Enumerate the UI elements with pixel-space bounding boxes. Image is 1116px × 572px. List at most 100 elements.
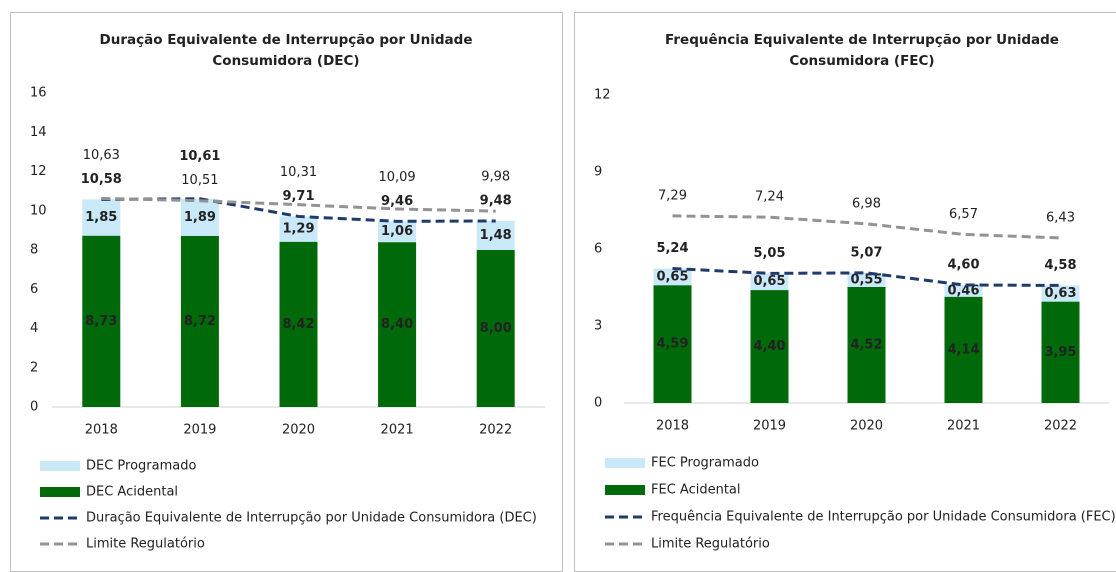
- line-value-label: 6,57: [949, 207, 978, 222]
- y-tick-label: 16: [30, 86, 47, 101]
- bar: [378, 221, 417, 243]
- bar-value-label: 0,65: [656, 269, 688, 284]
- bar: [279, 241, 318, 407]
- legend-swatch: [40, 461, 80, 471]
- bar-value-label: 0,65: [753, 274, 785, 289]
- bar-value-label: 0,55: [850, 272, 882, 287]
- bar: [378, 242, 417, 407]
- bar-value-label: 0,46: [947, 283, 979, 298]
- chart-title: Duração Equivalente de Interrupção por U…: [99, 32, 473, 69]
- legend-label: Limite Regulatório: [651, 537, 770, 552]
- bar-value-label: 8,42: [282, 317, 314, 332]
- y-tick-label: 12: [594, 88, 611, 103]
- x-tick-label: 2018: [656, 419, 689, 434]
- line-value-label: 5,05: [753, 246, 785, 261]
- line-value-label: 5,24: [656, 241, 688, 256]
- bar: [944, 296, 983, 403]
- y-tick-label: 3: [594, 319, 602, 334]
- bar-value-label: 8,00: [480, 321, 512, 336]
- line-value-label: 9,48: [480, 193, 512, 208]
- line-value-label: 4,60: [947, 257, 979, 272]
- bar: [180, 235, 219, 407]
- line-value-label: 10,58: [81, 172, 122, 187]
- bar-value-label: 1,85: [85, 210, 117, 225]
- x-tick-label: 2019: [753, 419, 786, 434]
- bar: [944, 284, 983, 297]
- legend-label: Limite Regulatório: [86, 537, 205, 552]
- bar-value-label: 8,72: [184, 314, 216, 329]
- y-tick-label: 6: [594, 242, 602, 257]
- line: [101, 197, 496, 223]
- line-value-label: 10,31: [280, 165, 317, 180]
- legend-label: Frequência Equivalente de Interrupção po…: [651, 510, 1116, 525]
- legend-swatch: [605, 485, 645, 495]
- bar: [750, 273, 789, 291]
- legend-label: FEC Programado: [651, 456, 759, 471]
- y-tick-label: 10: [30, 203, 47, 218]
- line: [672, 214, 1061, 240]
- bar-value-label: 1,06: [381, 224, 413, 239]
- line-value-label: 6,98: [852, 196, 881, 211]
- bar-value-label: 8,40: [381, 317, 413, 332]
- line: [101, 196, 496, 213]
- bar: [847, 272, 886, 287]
- page: Duração Equivalente de Interrupção por U…: [10, 12, 1116, 572]
- y-tick-label: 6: [30, 282, 38, 297]
- line-value-label: 9,98: [481, 169, 510, 184]
- legend-swatch: [40, 487, 80, 497]
- bar: [82, 235, 121, 407]
- bar: [180, 198, 219, 236]
- bar: [1041, 301, 1080, 403]
- bar: [82, 199, 121, 236]
- line-value-label: 7,29: [658, 188, 687, 203]
- bar-value-label: 4,52: [850, 337, 882, 352]
- y-tick-label: 0: [30, 400, 38, 415]
- line-value-label: 10,61: [179, 149, 220, 164]
- bar: [847, 286, 886, 403]
- line-value-label: 9,71: [282, 189, 314, 204]
- bar: [476, 220, 515, 250]
- line-value-label: 10,09: [378, 170, 415, 185]
- line-value-label: 10,51: [181, 173, 218, 188]
- line-value-label: 4,58: [1044, 258, 1076, 273]
- chart-title: Frequência Equivalente de Interrupção po…: [665, 32, 1059, 69]
- y-tick-label: 0: [594, 396, 602, 411]
- bar-value-label: 3,95: [1044, 345, 1076, 360]
- bar-value-label: 1,48: [480, 228, 512, 243]
- legend-label: FEC Acidental: [651, 483, 741, 498]
- bar-value-label: 4,40: [753, 339, 785, 354]
- legend-swatch: [605, 458, 645, 468]
- bar-value-label: 4,59: [656, 337, 688, 352]
- bar: [750, 290, 789, 403]
- bar: [1041, 285, 1080, 302]
- line-value-label: 5,07: [850, 245, 882, 260]
- bar: [476, 250, 515, 407]
- bar: [279, 216, 318, 242]
- line-value-label: 6,43: [1046, 210, 1075, 225]
- x-tick-label: 2019: [183, 423, 216, 438]
- y-tick-label: 8: [30, 243, 38, 258]
- line-value-label: 10,63: [83, 148, 120, 163]
- x-tick-label: 2021: [947, 419, 980, 434]
- y-tick-label: 14: [30, 125, 47, 140]
- line-value-label: 9,46: [381, 194, 413, 209]
- y-tick-label: 12: [30, 164, 47, 179]
- x-tick-label: 2020: [850, 419, 883, 434]
- x-tick-label: 2018: [85, 423, 118, 438]
- bar-value-label: 1,89: [184, 210, 216, 225]
- y-tick-label: 2: [30, 360, 38, 375]
- x-tick-label: 2021: [381, 423, 414, 438]
- line: [672, 267, 1061, 287]
- bar: [653, 268, 692, 286]
- bar: [653, 285, 692, 403]
- y-tick-label: 9: [594, 165, 602, 180]
- bar-value-label: 8,73: [85, 314, 117, 329]
- line-value-label: 7,24: [755, 190, 784, 205]
- charts: 0 2 4 6 8 10 12 14 16 2018 2019 2020 2021 2022 8,73 1,8…: [30, 86, 1116, 552]
- legend-label: DEC Programado: [86, 459, 197, 474]
- legend-label: DEC Acidental: [86, 485, 178, 500]
- bar-value-label: 4,14: [947, 342, 979, 357]
- bar-value-label: 1,29: [282, 222, 314, 237]
- x-tick-label: 2022: [479, 423, 512, 438]
- bar-value-label: 0,63: [1044, 286, 1076, 301]
